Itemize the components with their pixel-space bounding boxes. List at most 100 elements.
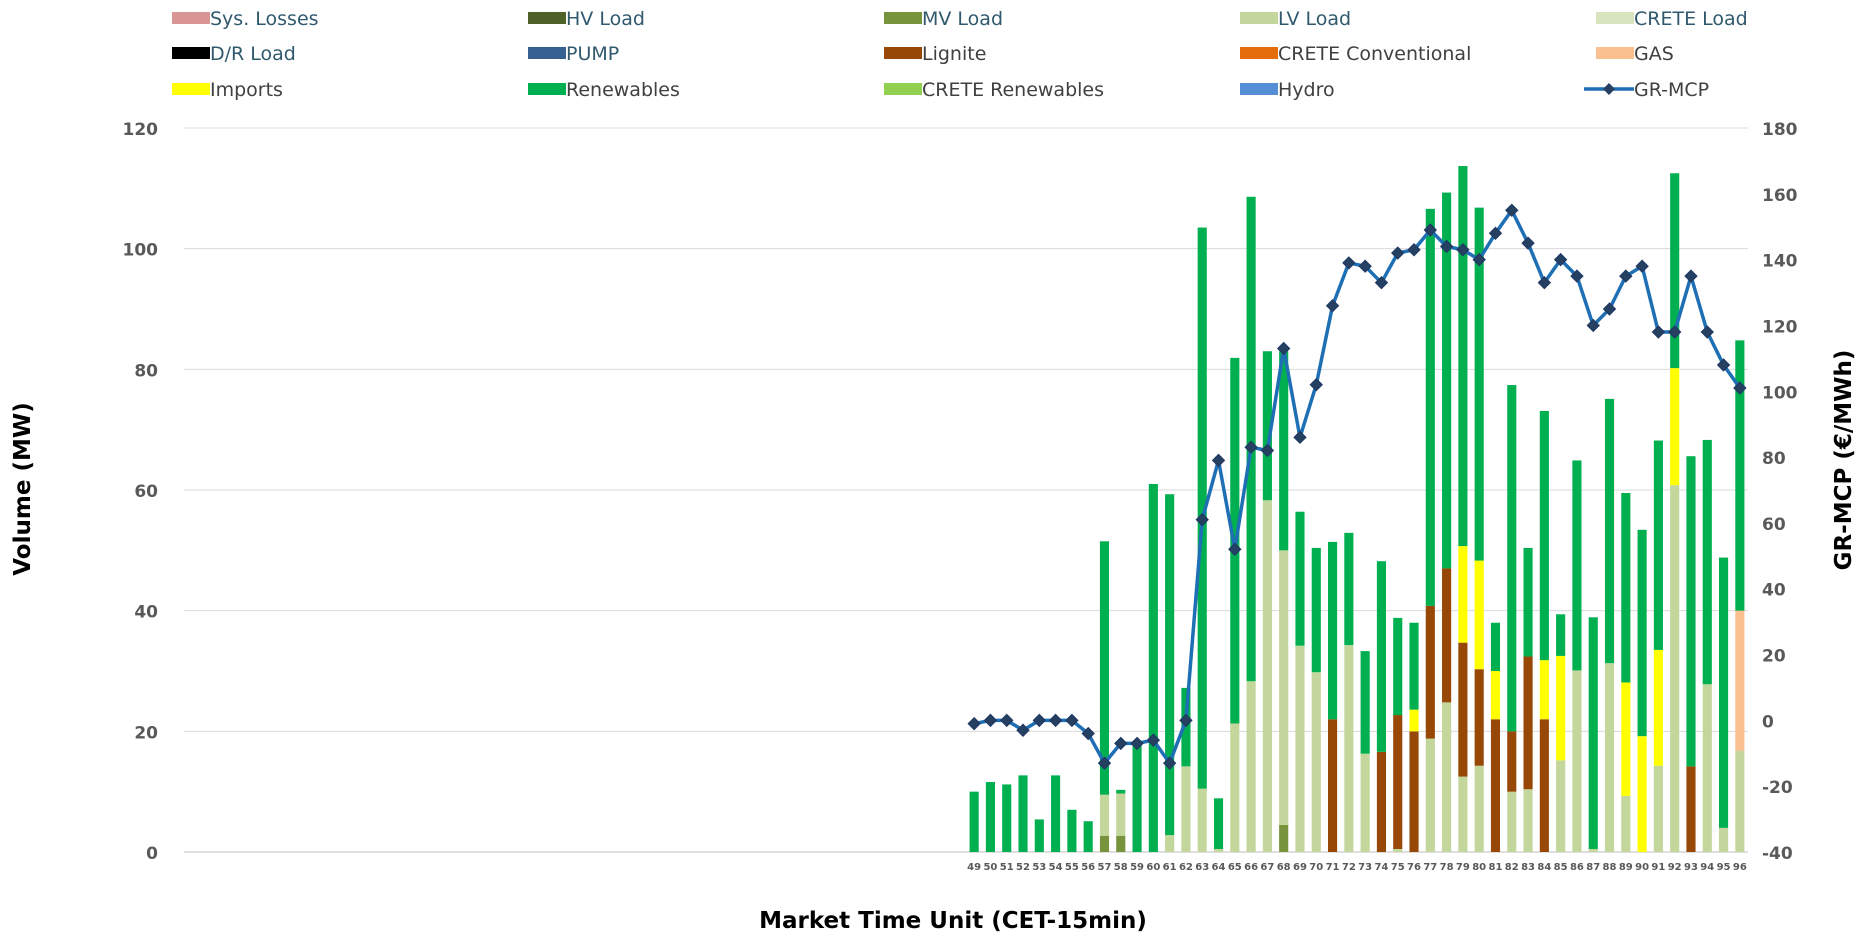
legend-label: Renewables [566, 79, 680, 101]
x-tick-label: 91 [1651, 862, 1665, 873]
gr-mcp-point [1619, 269, 1633, 283]
gr-mcp-point [1130, 736, 1144, 751]
bar-segment-lv-load [1556, 760, 1566, 852]
bar-segment-renewables [1034, 819, 1044, 852]
bar-segment-imports [1670, 368, 1680, 486]
bar-segment-renewables [1262, 351, 1272, 501]
legend-marker [1603, 83, 1615, 95]
legend-swatch [1240, 83, 1278, 95]
bar-segment-lv-load [1116, 793, 1126, 836]
x-tick-label: 64 [1212, 862, 1226, 873]
bar-segment-renewables [1425, 208, 1435, 606]
bar-segment-lignite [1523, 656, 1533, 790]
x-tick-label: 51 [1000, 862, 1014, 873]
legend-label: CRETE Load [1634, 8, 1748, 30]
x-tick-label: 58 [1114, 862, 1128, 873]
y2-tick-label: 180 [1762, 120, 1798, 140]
bar-series [969, 166, 1745, 852]
bar-segment-imports [1637, 736, 1647, 852]
legend-label: Imports [210, 79, 283, 101]
bar-segment-renewables [1735, 340, 1745, 611]
x-tick-label: 86 [1570, 862, 1584, 873]
bar-segment-imports [1653, 649, 1663, 766]
y2-axis-title: GR-MCP (€/MWh) [1831, 350, 1857, 571]
legend-swatch [1596, 12, 1634, 24]
bar-segment-renewables [1474, 207, 1484, 561]
x-tick-label: 92 [1668, 862, 1682, 873]
gr-mcp-point [1065, 713, 1079, 728]
x-tick-label: 82 [1505, 862, 1519, 873]
x-tick-label: 78 [1440, 862, 1454, 873]
bar-segment-renewables [1099, 541, 1110, 795]
gr-mcp-point [1407, 243, 1421, 257]
bar-segment-imports [1490, 671, 1501, 720]
bar-segment-renewables [1279, 351, 1289, 551]
bar-segment-renewables [1002, 784, 1012, 852]
bar-segment-lignite [1409, 731, 1419, 852]
gr-mcp-point [1162, 756, 1177, 770]
bar-segment-lignite [1686, 766, 1696, 852]
bar-segment-renewables [1181, 687, 1191, 767]
bar-segment-renewables [1458, 166, 1468, 547]
gr-mcp-point [1716, 358, 1731, 372]
x-tick-label: 59 [1130, 862, 1144, 873]
legend-label: CRETE Conventional [1278, 43, 1471, 65]
x-tick-label: 76 [1407, 862, 1421, 873]
bar-segment-renewables [1165, 494, 1175, 836]
gr-mcp-point [1374, 275, 1389, 290]
x-tick-label: 96 [1733, 862, 1747, 873]
bar-segment-imports [1409, 709, 1419, 732]
x-tick-label: 83 [1521, 862, 1535, 873]
bar-segment-renewables [1507, 385, 1517, 732]
bar-segment-renewables [1702, 439, 1712, 685]
y2-tick-label: 20 [1762, 647, 1786, 667]
x-tick-label: 71 [1326, 862, 1340, 873]
legend-swatch [528, 47, 566, 59]
gr-mcp-point [1195, 512, 1209, 527]
x-tick-label: 88 [1603, 862, 1617, 873]
gr-mcp-point [1146, 733, 1161, 747]
gr-mcp-point [967, 716, 981, 731]
y2-tick-label: -40 [1762, 844, 1793, 864]
x-tick-label: 57 [1098, 862, 1112, 873]
bar-segment-renewables [1637, 529, 1647, 737]
gr-mcp-point [1700, 325, 1714, 339]
gr-mcp-point [1733, 381, 1747, 395]
x-tick-label: 73 [1358, 862, 1372, 873]
x-tick-label: 68 [1277, 862, 1291, 873]
bar-segment-lignite [1442, 568, 1452, 703]
legend-label: PUMP [566, 43, 619, 65]
bar-segment-renewables [1539, 410, 1549, 661]
bar-segment-renewables [1621, 493, 1631, 683]
x-tick-label: 60 [1146, 862, 1160, 873]
bar-segment-renewables [1572, 460, 1582, 671]
x-tick-label: 72 [1342, 862, 1356, 873]
bar-segment-lignite [1490, 719, 1501, 852]
gr-mcp-point [1505, 203, 1519, 217]
bar-segment-lv-load [1719, 827, 1729, 852]
bar-segment-renewables [985, 782, 995, 852]
y-tick-label: 100 [123, 241, 159, 261]
y2-tick-label: 0 [1762, 712, 1774, 732]
gr-mcp-point [1342, 256, 1356, 270]
gr-mcp-point [1456, 243, 1470, 257]
bar-segment-lv-load [1702, 684, 1712, 852]
gr-mcp-point [1472, 252, 1486, 267]
bar-segment-lignite [1376, 751, 1386, 852]
x-tick-label: 56 [1081, 862, 1095, 873]
legend-swatch [528, 83, 566, 95]
bar-segment-imports [1458, 546, 1468, 643]
bar-segment-renewables [1686, 456, 1696, 767]
y-tick-label: 0 [146, 844, 158, 864]
legend-swatch [172, 12, 210, 24]
bar-segment-lv-load [1360, 753, 1370, 852]
gr-mcp-point [1358, 259, 1372, 273]
y2-tick-label: -20 [1762, 778, 1793, 798]
gr-mcp-point [1244, 440, 1258, 454]
bar-segment-imports [1556, 655, 1566, 761]
bar-segment-renewables [1083, 821, 1093, 852]
bar-segment-lv-load [1262, 500, 1272, 852]
legend-swatch [1596, 47, 1634, 59]
legend-swatch [884, 47, 922, 59]
legend-label: Hydro [1278, 79, 1335, 101]
